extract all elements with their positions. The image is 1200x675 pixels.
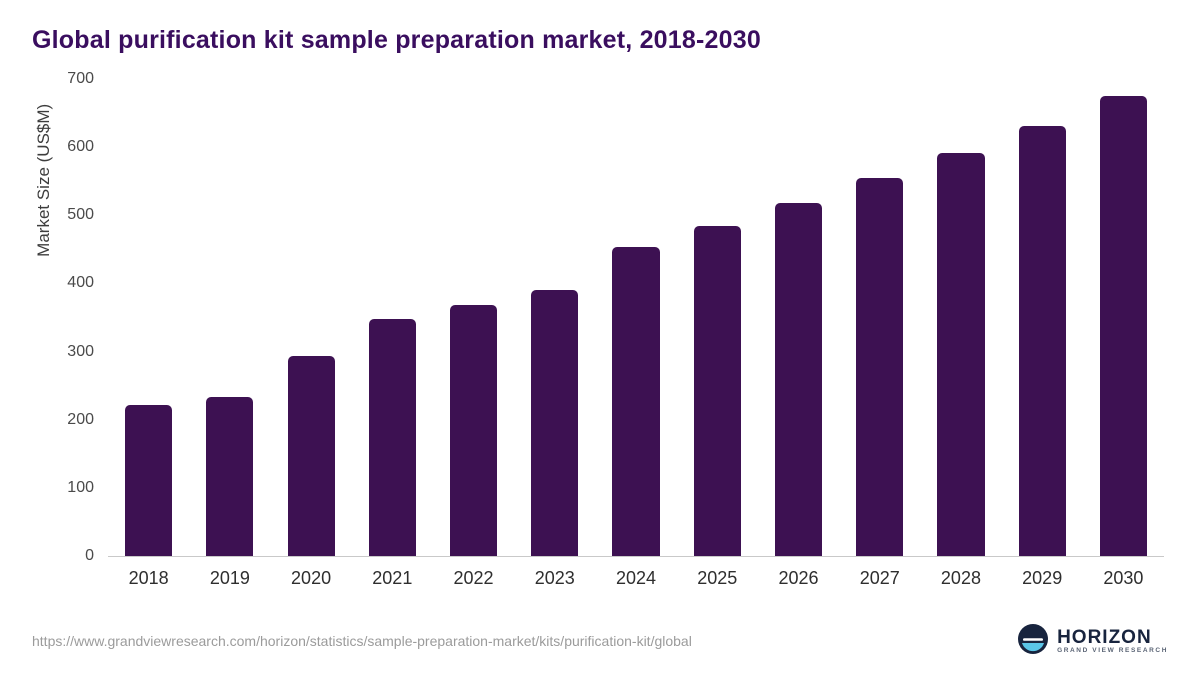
x-tick-label: 2025 [697, 568, 738, 588]
bar-slot: 2026 [758, 79, 839, 588]
bar [1099, 96, 1147, 556]
x-tick-label: 2027 [859, 568, 900, 588]
bar-slot: 2024 [595, 79, 676, 588]
bar [693, 225, 741, 556]
bar [1018, 126, 1066, 556]
bar-slot: 2025 [677, 79, 758, 588]
x-tick-label: 2026 [778, 568, 819, 588]
bar-slot: 2021 [352, 79, 433, 588]
brand-subtitle: GRAND VIEW RESEARCH [1057, 646, 1168, 654]
footer: https://www.grandviewresearch.com/horizo… [0, 617, 1200, 675]
x-tick-label: 2021 [372, 568, 413, 588]
bar-slot: 2029 [1002, 79, 1083, 588]
x-tick-label: 2022 [453, 568, 494, 588]
bar [531, 290, 579, 556]
y-tick-label: 400 [67, 274, 94, 292]
bar [612, 247, 660, 556]
bar [450, 305, 498, 556]
bar-slot: 2018 [108, 79, 189, 588]
bar-slot: 2019 [189, 79, 270, 588]
x-tick-label: 2020 [291, 568, 332, 588]
brand-text: HORIZON GRAND VIEW RESEARCH [1057, 626, 1168, 655]
x-tick-label: 2030 [1103, 568, 1144, 588]
bar [206, 396, 254, 556]
y-tick-label: 200 [67, 410, 94, 428]
x-tick-label: 2029 [1022, 568, 1063, 588]
bar-slot: 2027 [839, 79, 920, 588]
bar [287, 356, 335, 556]
brand-logo: HORIZON GRAND VIEW RESEARCH [1018, 623, 1168, 659]
y-tick-label: 500 [67, 206, 94, 224]
horizon-logo-icon [1018, 623, 1049, 659]
bar [774, 203, 823, 556]
y-tick-label: 700 [67, 70, 94, 87]
y-tick-label: 300 [67, 342, 94, 360]
x-tick-label: 2018 [128, 568, 169, 588]
bar-slot: 2023 [514, 79, 595, 588]
plot-area: 2018 2019 2020 2021 2022 2023 2024 2025 2026 2027… [67, 70, 1164, 588]
bar [125, 404, 173, 556]
y-tick-label: 100 [67, 478, 94, 496]
x-tick-label: 2023 [534, 568, 575, 588]
bar-slot: 2020 [270, 79, 351, 588]
source-url: https://www.grandviewresearch.com/horizo… [32, 633, 692, 649]
y-axis-title: Market Size (US$M) [34, 103, 53, 257]
bar-slot: 2030 [1083, 79, 1164, 588]
brand-name: HORIZON [1057, 626, 1152, 648]
chart-area: Market Size (US$M) 2018 2019 2020 2021 2022 2… [34, 65, 1164, 617]
bar-slot: 2022 [433, 79, 514, 588]
bar [368, 318, 416, 556]
y-tick-label: 600 [67, 138, 94, 156]
bar [856, 177, 904, 556]
bars-container: 2018 2019 2020 2021 2022 2023 2024 2025 2026 2027… [108, 79, 1164, 588]
bar-slot: 2028 [920, 79, 1001, 588]
x-tick-label: 2019 [209, 568, 250, 588]
x-tick-label: 2024 [615, 568, 657, 588]
y-tick-label: 0 [85, 547, 94, 564]
chart-title: Global purification kit sample preparati… [32, 26, 761, 54]
bar [937, 152, 985, 556]
x-tick-label: 2028 [940, 568, 981, 588]
